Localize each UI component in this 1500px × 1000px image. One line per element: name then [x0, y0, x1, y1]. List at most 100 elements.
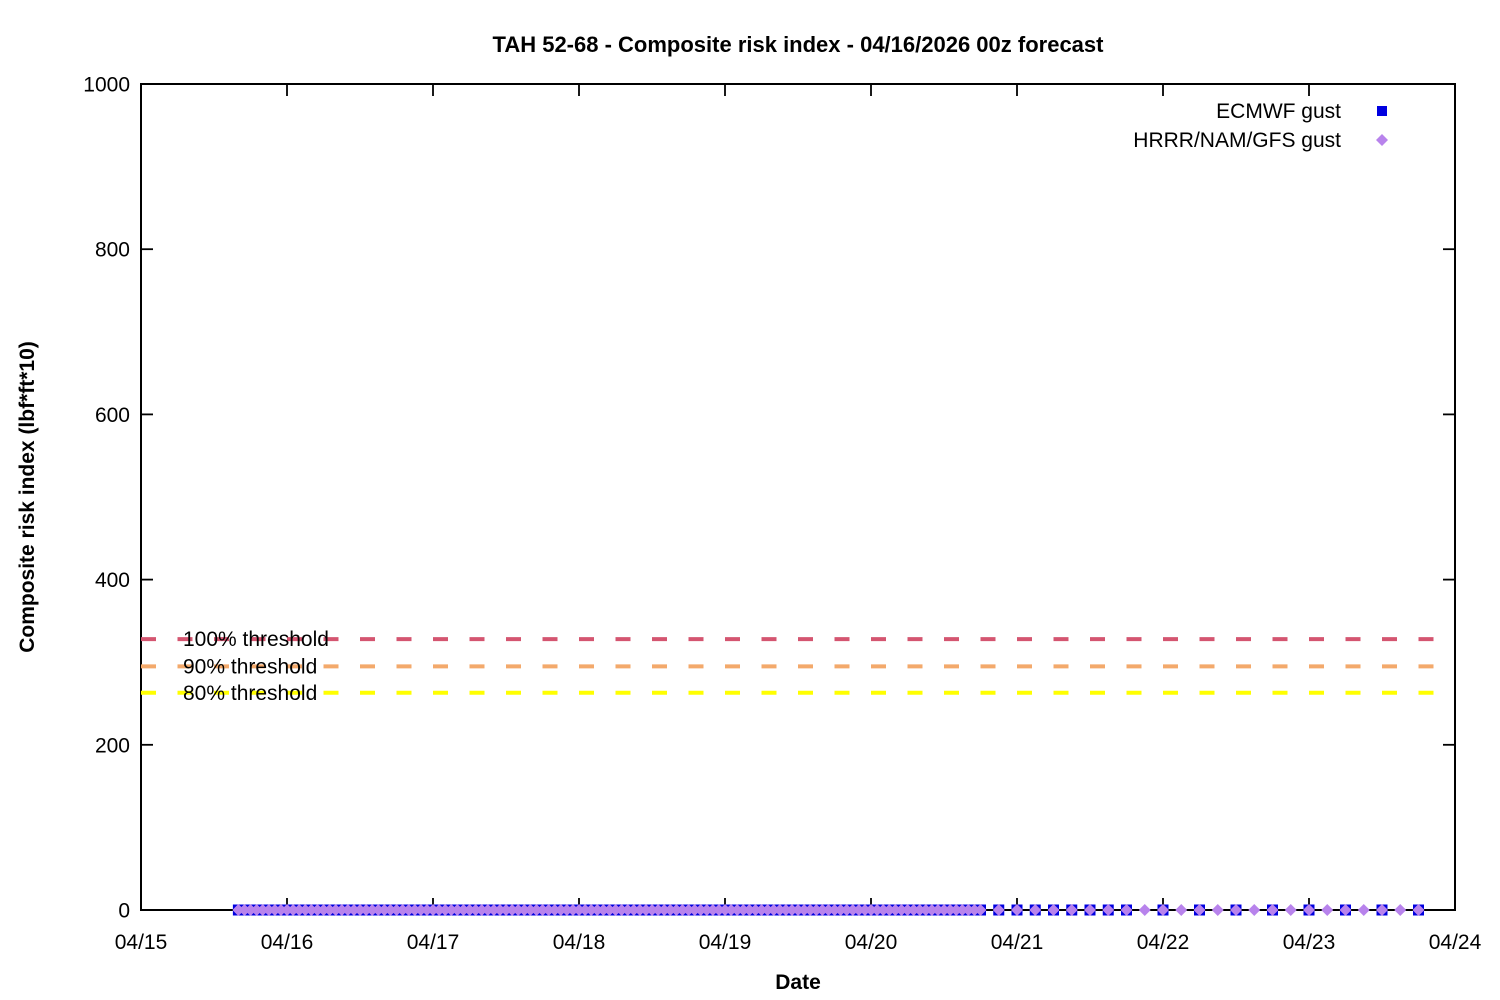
- x-tick-label: 04/24: [1429, 931, 1482, 954]
- hrrr-nam-gfs-gust-marker: [1394, 904, 1407, 916]
- hrrr-nam-gfs-gust-marker: [992, 904, 1005, 916]
- hrrr-nam-gfs-gust-marker: [603, 904, 616, 916]
- hrrr-nam-gfs-gust-marker: [907, 904, 920, 916]
- hrrr-nam-gfs-gust-marker: [1065, 904, 1078, 916]
- hrrr-nam-gfs-gust-marker: [1303, 904, 1315, 916]
- hrrr-nam-gfs-gust-marker: [347, 904, 360, 916]
- x-tick-label: 04/19: [699, 931, 752, 954]
- hrrr-nam-gfs-gust-marker: [427, 904, 440, 916]
- hrrr-nam-gfs-gust-marker: [1376, 904, 1388, 916]
- hrrr-nam-gfs-gust-marker: [682, 904, 695, 916]
- x-tick-label: 04/17: [407, 931, 460, 954]
- hrrr-nam-gfs-gust-marker: [694, 904, 707, 916]
- x-tick-label: 04/21: [991, 931, 1044, 954]
- hrrr-nam-gfs-gust-marker: [1230, 904, 1242, 916]
- hrrr-nam-gfs-gust-marker: [828, 904, 841, 916]
- hrrr-nam-gfs-gust-marker: [743, 904, 756, 916]
- hrrr-nam-gfs-gust-marker: [408, 904, 421, 916]
- hrrr-nam-gfs-gust-marker: [719, 904, 732, 916]
- y-tick-label: 200: [95, 734, 130, 757]
- legend-marker-hrrr-nam-gfs-gust: [1376, 134, 1388, 146]
- x-axis-label: Date: [775, 971, 821, 994]
- hrrr-nam-gfs-gust-marker: [268, 904, 281, 916]
- hrrr-nam-gfs-gust-marker: [852, 904, 865, 916]
- hrrr-nam-gfs-gust-marker: [481, 904, 494, 916]
- hrrr-nam-gfs-gust-marker: [390, 904, 403, 916]
- hrrr-nam-gfs-gust-marker: [1266, 904, 1279, 916]
- hrrr-nam-gfs-gust-marker: [889, 904, 902, 916]
- y-tick-label: 1000: [83, 74, 130, 97]
- hrrr-nam-gfs-gust-marker: [822, 904, 835, 916]
- hrrr-nam-gfs-gust-marker: [1193, 904, 1206, 916]
- hrrr-nam-gfs-gust-marker: [956, 904, 969, 916]
- hrrr-nam-gfs-gust-marker: [293, 904, 306, 916]
- hrrr-nam-gfs-gust-marker: [834, 904, 847, 916]
- hrrr-nam-gfs-gust-marker: [256, 904, 269, 916]
- hrrr-nam-gfs-gust-marker: [311, 904, 324, 916]
- hrrr-nam-gfs-gust-marker: [335, 904, 348, 916]
- x-tick-label: 04/15: [115, 931, 168, 954]
- threshold-lines-layer: 100% threshold 90% threshold 80% threshold: [141, 628, 1442, 705]
- hrrr-nam-gfs-gust-marker: [1175, 904, 1188, 916]
- hrrr-nam-gfs-gust-marker: [1211, 904, 1224, 916]
- y-tick-label: 0: [118, 900, 130, 923]
- hrrr-nam-gfs-gust-marker: [372, 904, 385, 916]
- hrrr-nam-gfs-gust-marker: [542, 904, 555, 916]
- hrrr-nam-gfs-gust-marker: [566, 904, 579, 916]
- hrrr-nam-gfs-gust-marker: [366, 904, 379, 916]
- hrrr-nam-gfs-gust-marker: [676, 904, 689, 916]
- hrrr-nam-gfs-gust-marker: [384, 904, 397, 916]
- hrrr-nam-gfs-gust-marker: [749, 904, 762, 916]
- hrrr-nam-gfs-gust-marker: [901, 904, 914, 916]
- hrrr-nam-gfs-gust-marker: [512, 904, 525, 916]
- hrrr-nam-gfs-gust-marker: [779, 904, 792, 916]
- hrrr-nam-gfs-gust-marker: [493, 904, 506, 916]
- hrrr-nam-gfs-gust-marker: [858, 904, 871, 916]
- x-tick-label: 04/22: [1137, 931, 1190, 954]
- hrrr-nam-gfs-gust-marker: [913, 904, 926, 916]
- hrrr-nam-gfs-gust-marker: [287, 904, 300, 916]
- hrrr-nam-gfs-gust-marker: [974, 904, 987, 916]
- y-tick-label: 400: [95, 569, 130, 592]
- hrrr-nam-gfs-gust-marker: [670, 904, 683, 916]
- hrrr-nam-gfs-gust-marker: [262, 904, 275, 916]
- hrrr-nam-gfs-gust-marker: [731, 904, 744, 916]
- hrrr-nam-gfs-gust-marker: [1084, 904, 1096, 916]
- hrrr-nam-gfs-gust-marker: [931, 904, 944, 916]
- hrrr-nam-gfs-gust-marker: [785, 904, 798, 916]
- hrrr-nam-gfs-gust-marker: [1339, 904, 1352, 916]
- y-tick-label: 800: [95, 239, 130, 262]
- hrrr-nam-gfs-gust-marker: [244, 904, 257, 916]
- hrrr-nam-gfs-gust-marker: [299, 904, 312, 916]
- hrrr-nam-gfs-gust-marker: [1120, 904, 1133, 916]
- data-points-layer: [232, 904, 1425, 916]
- hrrr-nam-gfs-gust-marker: [317, 904, 330, 916]
- hrrr-nam-gfs-gust-marker: [810, 904, 823, 916]
- hrrr-nam-gfs-gust-marker: [846, 904, 859, 916]
- hrrr-nam-gfs-gust-marker: [688, 904, 701, 916]
- hrrr-nam-gfs-gust-marker: [755, 904, 768, 916]
- hrrr-nam-gfs-gust-marker: [487, 904, 500, 916]
- hrrr-nam-gfs-gust-marker: [329, 904, 342, 916]
- hrrr-nam-gfs-gust-marker: [968, 904, 981, 916]
- hrrr-nam-gfs-gust-marker: [792, 904, 805, 916]
- hrrr-nam-gfs-gust-marker: [706, 904, 719, 916]
- hrrr-nam-gfs-gust-marker: [761, 904, 774, 916]
- hrrr-nam-gfs-gust-marker: [609, 904, 622, 916]
- x-tick-label: 04/20: [845, 931, 898, 954]
- hrrr-nam-gfs-gust-marker: [816, 904, 829, 916]
- hrrr-nam-gfs-gust-marker: [877, 904, 890, 916]
- hrrr-nam-gfs-gust-marker: [420, 904, 433, 916]
- hrrr-nam-gfs-gust-marker: [530, 904, 543, 916]
- hrrr-nam-gfs-gust-marker: [354, 904, 367, 916]
- x-tick-label: 04/16: [261, 931, 314, 954]
- hrrr-nam-gfs-gust-marker: [871, 904, 884, 916]
- hrrr-nam-gfs-gust-marker: [1029, 904, 1042, 916]
- hrrr-nam-gfs-gust-marker: [1248, 904, 1261, 916]
- hrrr-nam-gfs-gust-marker: [767, 904, 780, 916]
- hrrr-nam-gfs-gust-marker: [506, 904, 519, 916]
- hrrr-nam-gfs-gust-marker: [445, 904, 458, 916]
- hrrr-nam-gfs-gust-marker: [232, 904, 245, 916]
- hrrr-nam-gfs-gust-marker: [1412, 904, 1425, 916]
